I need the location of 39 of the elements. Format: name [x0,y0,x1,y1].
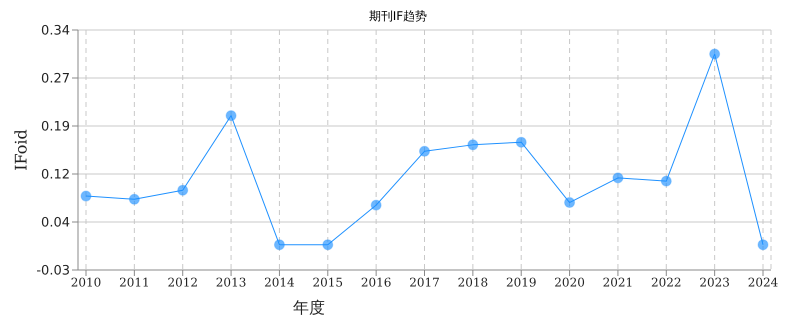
y-tick-label: 0.12 [41,168,70,183]
x-tick-label: 2014 [264,276,296,290]
x-tick-label: 2016 [360,276,392,290]
x-tick-label: 2011 [119,276,150,290]
x-tick-label: 2010 [70,276,102,290]
y-tick-label: 0.34 [41,24,70,39]
x-tick-label: 2021 [602,276,634,290]
point [80,190,92,202]
point [177,184,188,196]
x-tick-label: 2015 [312,276,344,290]
y-tick-label: 0.04 [41,216,70,231]
x-tick-label: 2018 [458,276,488,290]
x-tick-label: 2022 [651,276,682,290]
point [709,48,720,60]
y-tick-label: 0.27 [41,72,70,87]
point [274,239,285,250]
point [226,110,237,122]
x-tick-label: 2023 [699,276,730,290]
point [758,239,768,250]
x-tick-label: 2017 [409,276,440,290]
point [370,200,382,211]
point [322,239,334,250]
point [612,172,624,184]
x-tick-label: 2012 [167,276,198,290]
y-tick-label: -0.03 [36,264,70,279]
y-axis-title: IFoid [12,129,31,171]
y-tick-label: 0.19 [41,120,70,135]
x-tick-label: 2024 [748,276,779,290]
x-tick-label: 2019 [506,276,536,290]
point [660,176,672,187]
point [128,194,140,205]
x-tick-label: 2020 [554,276,585,290]
point [467,139,478,150]
point [564,197,576,208]
x-tick-label: 2013 [216,276,246,290]
point [419,146,430,157]
x-axis-title: 年度 [293,298,325,317]
chart-title: 期刊IF趋势 [368,8,428,25]
point [516,136,527,148]
